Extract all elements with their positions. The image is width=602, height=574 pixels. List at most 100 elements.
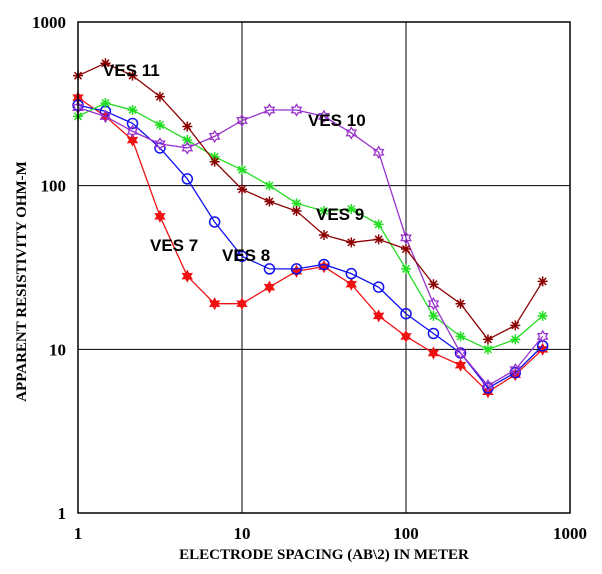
- data-point: [208, 216, 221, 228]
- x-tick-label: 1: [74, 524, 83, 543]
- series-line: [77, 104, 544, 389]
- data-point: [318, 260, 330, 274]
- data-point: [236, 113, 248, 128]
- data-point: [291, 206, 302, 217]
- data-point: [427, 327, 440, 340]
- data-point: [290, 264, 303, 278]
- x-tick-label: 10: [234, 524, 251, 543]
- data-point: [263, 280, 276, 294]
- series-line: [77, 102, 544, 351]
- data-point: [318, 258, 330, 271]
- series-label: VES 8: [222, 246, 270, 265]
- data-point: [182, 121, 193, 132]
- data-point: [154, 119, 165, 130]
- data-point: [127, 104, 138, 115]
- y-axis-title: APPARENT RESISTIVITY OHM-M: [14, 161, 30, 402]
- data-point: [126, 124, 139, 139]
- data-point: [427, 296, 440, 311]
- data-point: [264, 196, 275, 207]
- data-point: [454, 358, 467, 372]
- data-point: [510, 334, 521, 345]
- y-tick-label: 10: [49, 340, 66, 359]
- data-point: [290, 263, 303, 275]
- data-point: [263, 263, 276, 275]
- data-point: [455, 331, 466, 342]
- y-tick-label: 100: [41, 177, 67, 196]
- series-line: [77, 62, 544, 341]
- data-point: [99, 109, 112, 124]
- data-point: [346, 204, 357, 215]
- data-point: [127, 70, 138, 81]
- tick-labels: 1 10 100 1000 1 10 100 1000: [32, 13, 587, 543]
- data-point: [126, 133, 139, 147]
- data-point: [537, 310, 548, 321]
- series-labels: VES 7 VES 8 VES 9 VES 10 VES 11: [103, 61, 366, 265]
- data-point: [509, 362, 522, 377]
- data-point: [536, 329, 549, 344]
- data-point: [209, 156, 220, 167]
- data-point: [318, 109, 330, 124]
- data-point: [100, 97, 111, 108]
- x-axis-title: ELECTRODE SPACING (AB\2) IN METER: [179, 547, 469, 563]
- data-point: [154, 137, 166, 151]
- data-point: [372, 281, 385, 293]
- y-tick-label: 1: [58, 504, 67, 523]
- data-point: [373, 219, 384, 230]
- data-point: [345, 126, 358, 140]
- data-point: [455, 298, 466, 309]
- x-tick-label: 1000: [553, 524, 587, 543]
- data-point: [427, 346, 440, 360]
- data-point: [400, 329, 412, 343]
- data-point: [126, 117, 139, 130]
- y-tick-label: 1000: [32, 13, 66, 32]
- data-point: [318, 206, 329, 217]
- data-point: [346, 237, 357, 248]
- data-point: [401, 263, 411, 274]
- series-line: [77, 97, 544, 393]
- data-point: [100, 58, 111, 69]
- data-point: [154, 209, 166, 223]
- data-point: [291, 198, 302, 209]
- data-point: [263, 103, 276, 117]
- series-label: VES 11: [103, 61, 160, 80]
- data-point: [400, 231, 412, 245]
- data-point: [482, 378, 494, 393]
- data-point: [290, 103, 303, 117]
- series-ves-7: [72, 91, 549, 399]
- data-point: [373, 234, 384, 245]
- data-point: [345, 277, 358, 291]
- data-point: [510, 320, 521, 331]
- data-point: [208, 129, 221, 144]
- data-point: [372, 145, 385, 160]
- series-label: VES 7: [150, 236, 198, 255]
- data-point: [264, 180, 275, 191]
- data-point: [428, 279, 439, 290]
- data-point: [400, 307, 412, 320]
- data-point: [236, 250, 248, 263]
- series-layer: [72, 58, 549, 399]
- data-point: [181, 141, 194, 155]
- series-label: VES 10: [308, 111, 366, 130]
- plot-frame: [77, 21, 571, 514]
- series-line: [77, 106, 544, 387]
- data-point: [237, 184, 247, 195]
- data-point: [154, 91, 165, 102]
- data-point: [537, 276, 548, 287]
- data-point: [181, 269, 194, 283]
- data-point: [181, 173, 194, 185]
- series-ves-11: [73, 58, 548, 345]
- data-point: [482, 344, 493, 355]
- x-tick-label: 100: [393, 524, 419, 543]
- data-point: [154, 142, 166, 154]
- data-point: [482, 334, 493, 345]
- data-point: [345, 267, 358, 280]
- data-point: [428, 310, 439, 321]
- data-point: [454, 346, 467, 360]
- data-point: [401, 244, 411, 255]
- data-point: [372, 309, 385, 323]
- series-ves-10: [72, 100, 549, 393]
- data-point: [208, 297, 221, 311]
- data-point: [236, 297, 248, 311]
- data-point: [318, 229, 329, 240]
